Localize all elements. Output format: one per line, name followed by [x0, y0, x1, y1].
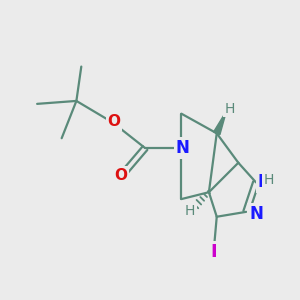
- Text: H: H: [264, 173, 274, 188]
- Polygon shape: [214, 111, 226, 135]
- Text: N: N: [249, 205, 263, 223]
- Text: N: N: [176, 139, 189, 157]
- Text: O: O: [107, 114, 120, 129]
- Text: H: H: [224, 102, 235, 116]
- Text: N: N: [258, 173, 272, 191]
- Text: H: H: [185, 204, 195, 218]
- Text: O: O: [114, 168, 127, 183]
- Text: I: I: [211, 243, 217, 261]
